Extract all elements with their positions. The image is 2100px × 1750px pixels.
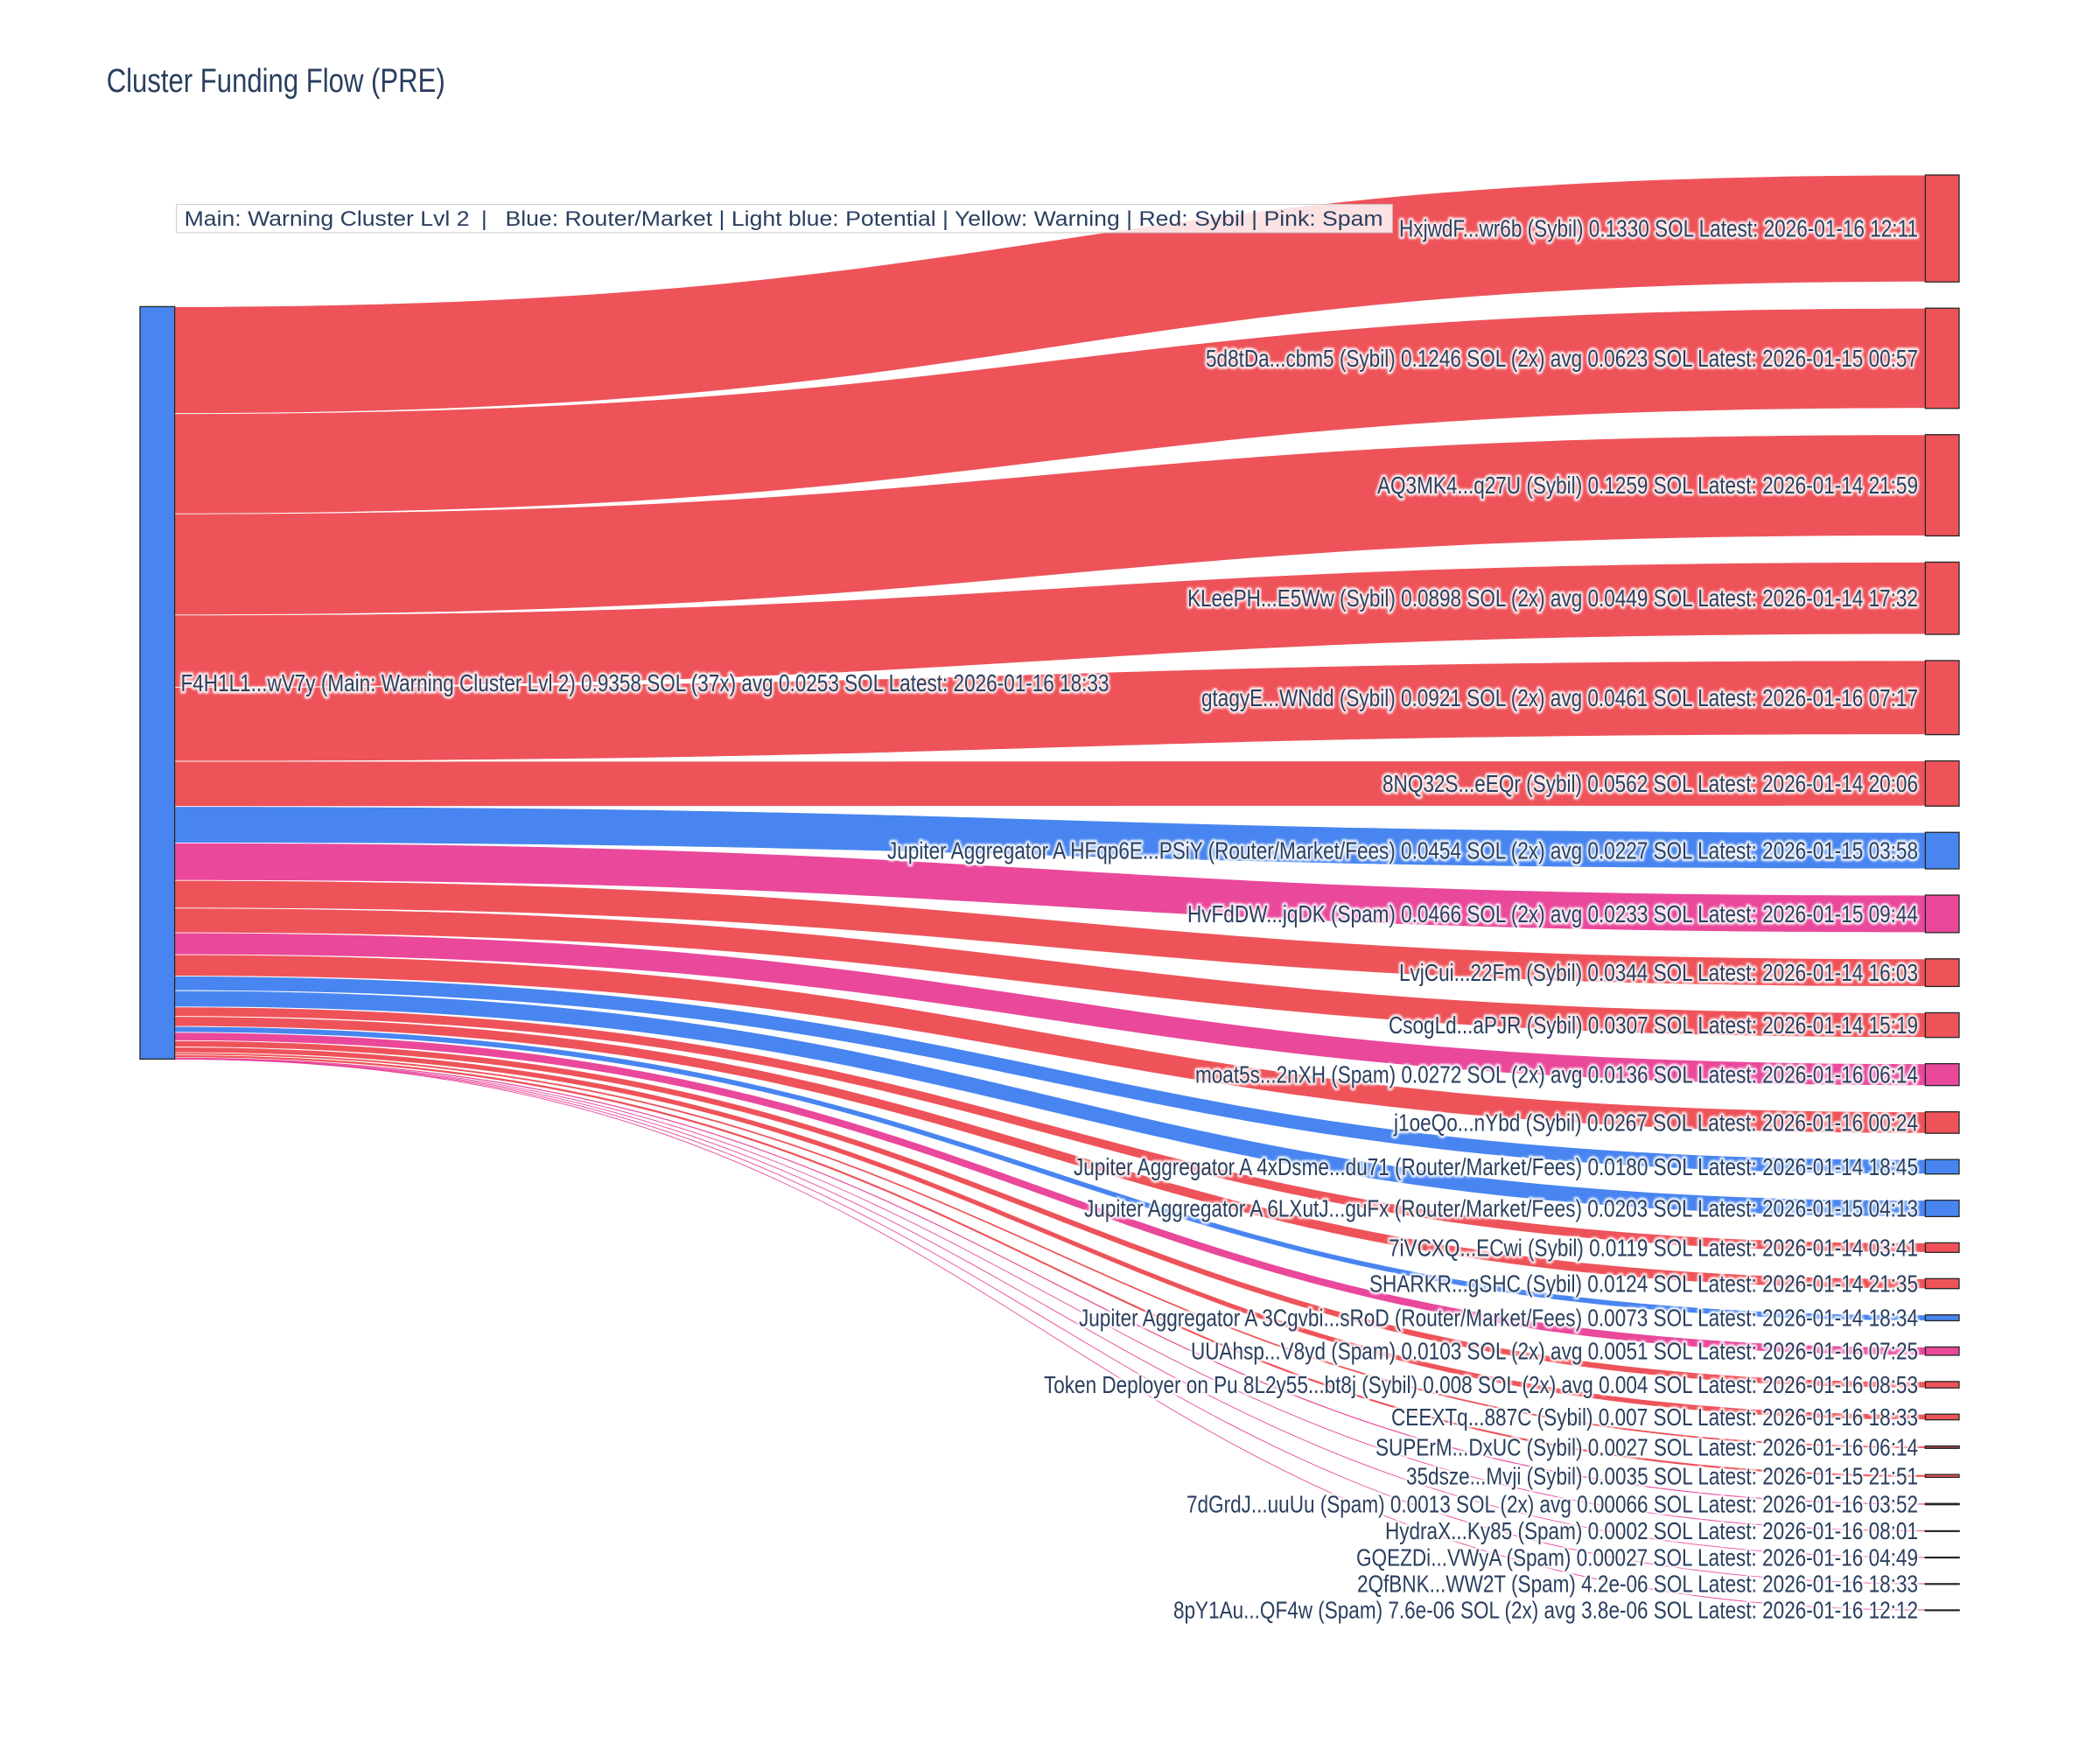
svg-text:2QfBNK...WW2T (Spam) 4.2e-06 S: 2QfBNK...WW2T (Spam) 4.2e-06 SOL Latest:… <box>1357 1571 1918 1598</box>
svg-text:8pY1Au...QF4w (Spam) 7.6e-06 S: 8pY1Au...QF4w (Spam) 7.6e-06 SOL (2x) av… <box>1173 1597 1918 1624</box>
svg-text:LvjCui...22Fm (Sybil) 0.0344 S: LvjCui...22Fm (Sybil) 0.0344 SOL Latest:… <box>1399 959 1918 986</box>
svg-text:AQ3MK4...q27U (Sybil) 0.1259 S: AQ3MK4...q27U (Sybil) 0.1259 SOL Latest:… <box>1377 472 1918 499</box>
svg-text:2QfBNK...WW2T (Spam) 4.2e-06 S: 2QfBNK...WW2T (Spam) 4.2e-06 SOL Latest:… <box>1357 1571 1918 1598</box>
svg-text:SUPErM...DxUC (Sybil) 0.0027 S: SUPErM...DxUC (Sybil) 0.0027 SOL Latest:… <box>1376 1433 1918 1460</box>
svg-text:UUAhsp...V8yd (Spam) 0.0103 SO: UUAhsp...V8yd (Spam) 0.0103 SOL (2x) avg… <box>1191 1338 1918 1365</box>
svg-text:F4H1L1...wV7y (Main: Warning C: F4H1L1...wV7y (Main: Warning Cluster Lvl… <box>181 669 1110 696</box>
svg-text:CsogLd...aPJR (Sybil) 0.0307 S: CsogLd...aPJR (Sybil) 0.0307 SOL Latest:… <box>1389 1012 1918 1039</box>
svg-text:SHARKR...gSHC (Sybil) 0.0124 S: SHARKR...gSHC (Sybil) 0.0124 SOL Latest:… <box>1369 1270 1918 1298</box>
svg-text:CEEXTq...887C (Sybil) 0.007 SO: CEEXTq...887C (Sybil) 0.007 SOL Latest: … <box>1391 1404 1918 1431</box>
svg-text:LvjCui...22Fm (Sybil) 0.0344 S: LvjCui...22Fm (Sybil) 0.0344 SOL Latest:… <box>1399 959 1918 986</box>
svg-text:Jupiter Aggregator A 4xDsme...: Jupiter Aggregator A 4xDsme...du71 (Rout… <box>1074 1153 1918 1180</box>
svg-text:Cluster Funding Flow (PRE): Cluster Funding Flow (PRE) <box>107 63 445 100</box>
svg-text:GQEZDi...VWyA (Spam) 0.00027 S: GQEZDi...VWyA (Spam) 0.00027 SOL Latest:… <box>1356 1544 1918 1571</box>
svg-text:Jupiter Aggregator A HFqp6E...: Jupiter Aggregator A HFqp6E...PSiY (Rout… <box>887 837 1918 864</box>
svg-text:8NQ32S...eEQr (Sybil) 0.0562 S: 8NQ32S...eEQr (Sybil) 0.0562 SOL Latest:… <box>1382 770 1918 797</box>
svg-text:HydraX...Ky85 (Spam) 0.0002 SO: HydraX...Ky85 (Spam) 0.0002 SOL Latest: … <box>1385 1517 1918 1544</box>
svg-text:CEEXTq...887C (Sybil) 0.007 SO: CEEXTq...887C (Sybil) 0.007 SOL Latest: … <box>1391 1404 1918 1431</box>
svg-text:Main: Warning Cluster Lvl 2 |: Main: Warning Cluster Lvl 2 | Blue: Rout… <box>185 207 1383 231</box>
svg-text:7iVCXQ...ECwi (Sybil) 0.0119 S: 7iVCXQ...ECwi (Sybil) 0.0119 SOL Latest:… <box>1389 1234 1918 1261</box>
svg-text:35dsze...Mvji (Sybil) 0.0035 S: 35dsze...Mvji (Sybil) 0.0035 SOL Latest:… <box>1406 1462 1918 1489</box>
svg-text:8NQ32S...eEQr (Sybil) 0.0562 S: 8NQ32S...eEQr (Sybil) 0.0562 SOL Latest:… <box>1382 770 1918 797</box>
svg-text:Token Deployer on Pu 8L2y55...: Token Deployer on Pu 8L2y55...bt8j (Sybi… <box>1044 1371 1918 1398</box>
svg-text:moat5s...2nXH (Spam) 0.0272 SO: moat5s...2nXH (Spam) 0.0272 SOL (2x) avg… <box>1195 1061 1918 1088</box>
svg-text:SUPErM...DxUC (Sybil) 0.0027 S: SUPErM...DxUC (Sybil) 0.0027 SOL Latest:… <box>1376 1433 1918 1460</box>
svg-text:j1oeQo...nYbd (Sybil) 0.0267 S: j1oeQo...nYbd (Sybil) 0.0267 SOL Latest:… <box>1393 1109 1918 1136</box>
svg-text:SHARKR...gSHC (Sybil) 0.0124 S: SHARKR...gSHC (Sybil) 0.0124 SOL Latest:… <box>1369 1270 1918 1298</box>
svg-text:Jupiter Aggregator A 3Cgvbi...: Jupiter Aggregator A 3Cgvbi...sRoD (Rout… <box>1079 1305 1918 1332</box>
svg-text:Jupiter Aggregator A 6LXutJ...: Jupiter Aggregator A 6LXutJ...guFx (Rout… <box>1084 1195 1918 1222</box>
svg-text:Jupiter Aggregator A HFqp6E...: Jupiter Aggregator A HFqp6E...PSiY (Rout… <box>887 837 1918 864</box>
svg-text:HvFdDW...jqDK (Spam) 0.0466 SO: HvFdDW...jqDK (Spam) 0.0466 SOL (2x) avg… <box>1187 900 1918 928</box>
svg-text:AQ3MK4...q27U (Sybil) 0.1259 S: AQ3MK4...q27U (Sybil) 0.1259 SOL Latest:… <box>1377 472 1918 499</box>
svg-text:Jupiter Aggregator A 6LXutJ...: Jupiter Aggregator A 6LXutJ...guFx (Rout… <box>1084 1195 1918 1222</box>
svg-text:CsogLd...aPJR (Sybil) 0.0307 S: CsogLd...aPJR (Sybil) 0.0307 SOL Latest:… <box>1389 1012 1918 1039</box>
svg-text:UUAhsp...V8yd (Spam) 0.0103 SO: UUAhsp...V8yd (Spam) 0.0103 SOL (2x) avg… <box>1191 1338 1918 1365</box>
svg-text:HvFdDW...jqDK (Spam) 0.0466 SO: HvFdDW...jqDK (Spam) 0.0466 SOL (2x) avg… <box>1187 900 1918 928</box>
svg-text:KLeePH...E5Ww (Sybil) 0.0898 S: KLeePH...E5Ww (Sybil) 0.0898 SOL (2x) av… <box>1187 584 1918 612</box>
svg-text:7iVCXQ...ECwi (Sybil) 0.0119 S: 7iVCXQ...ECwi (Sybil) 0.0119 SOL Latest:… <box>1389 1234 1918 1261</box>
svg-text:5d8tDa...cbm5 (Sybil) 0.1246 S: 5d8tDa...cbm5 (Sybil) 0.1246 SOL (2x) av… <box>1206 345 1918 372</box>
svg-text:j1oeQo...nYbd (Sybil) 0.0267 S: j1oeQo...nYbd (Sybil) 0.0267 SOL Latest:… <box>1393 1109 1918 1136</box>
svg-text:KLeePH...E5Ww (Sybil) 0.0898 S: KLeePH...E5Ww (Sybil) 0.0898 SOL (2x) av… <box>1187 584 1918 612</box>
svg-text:7dGrdJ...uuUu (Spam) 0.0013 SO: 7dGrdJ...uuUu (Spam) 0.0013 SOL (2x) avg… <box>1186 1491 1918 1518</box>
svg-text:gtagyE...WNdd (Sybil) 0.0921 S: gtagyE...WNdd (Sybil) 0.0921 SOL (2x) av… <box>1201 684 1918 711</box>
svg-text:7dGrdJ...uuUu (Spam) 0.0013 SO: 7dGrdJ...uuUu (Spam) 0.0013 SOL (2x) avg… <box>1186 1491 1918 1518</box>
svg-text:5d8tDa...cbm5 (Sybil) 0.1246 S: 5d8tDa...cbm5 (Sybil) 0.1246 SOL (2x) av… <box>1206 345 1918 372</box>
svg-text:GQEZDi...VWyA (Spam) 0.00027 S: GQEZDi...VWyA (Spam) 0.00027 SOL Latest:… <box>1356 1544 1918 1571</box>
svg-text:HydraX...Ky85 (Spam) 0.0002 SO: HydraX...Ky85 (Spam) 0.0002 SOL Latest: … <box>1385 1517 1918 1544</box>
svg-text:HxjwdF...wr6b (Sybil) 0.1330 S: HxjwdF...wr6b (Sybil) 0.1330 SOL Latest:… <box>1399 215 1918 242</box>
svg-text:Token Deployer on Pu 8L2y55...: Token Deployer on Pu 8L2y55...bt8j (Sybi… <box>1044 1371 1918 1398</box>
svg-text:gtagyE...WNdd (Sybil) 0.0921 S: gtagyE...WNdd (Sybil) 0.0921 SOL (2x) av… <box>1201 684 1918 711</box>
svg-text:moat5s...2nXH (Spam) 0.0272 SO: moat5s...2nXH (Spam) 0.0272 SOL (2x) avg… <box>1195 1061 1918 1088</box>
svg-text:35dsze...Mvji (Sybil) 0.0035 S: 35dsze...Mvji (Sybil) 0.0035 SOL Latest:… <box>1406 1462 1918 1489</box>
svg-text:F4H1L1...wV7y (Main: Warning C: F4H1L1...wV7y (Main: Warning Cluster Lvl… <box>181 669 1110 696</box>
svg-text:HxjwdF...wr6b (Sybil) 0.1330 S: HxjwdF...wr6b (Sybil) 0.1330 SOL Latest:… <box>1399 215 1918 242</box>
svg-text:Jupiter Aggregator A 4xDsme...: Jupiter Aggregator A 4xDsme...du71 (Rout… <box>1074 1153 1918 1180</box>
svg-text:Jupiter Aggregator A 3Cgvbi...: Jupiter Aggregator A 3Cgvbi...sRoD (Rout… <box>1079 1305 1918 1332</box>
svg-text:8pY1Au...QF4w (Spam) 7.6e-06 S: 8pY1Au...QF4w (Spam) 7.6e-06 SOL (2x) av… <box>1173 1597 1918 1624</box>
